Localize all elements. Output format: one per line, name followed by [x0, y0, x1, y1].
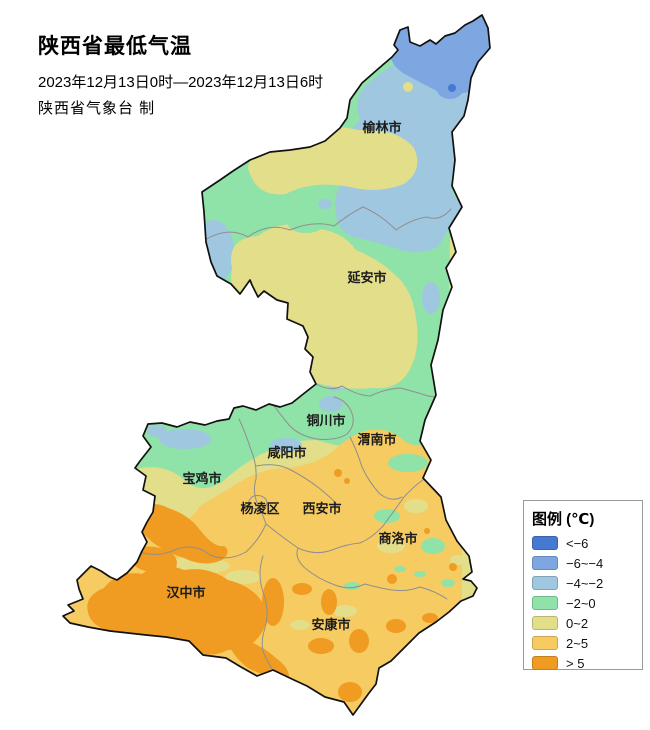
- legend-label: 2~5: [566, 635, 589, 651]
- legend-swatch: [532, 656, 558, 670]
- legend-swatch: [532, 556, 558, 570]
- legend-label: −6~−4: [566, 555, 604, 571]
- district-borders: [139, 206, 452, 670]
- legend-row: −4~−2: [532, 573, 642, 593]
- green-spot: [288, 215, 324, 233]
- legend-label: −4~−2: [566, 575, 604, 591]
- city-label-yulin: 榆林市: [362, 120, 401, 135]
- city-label-baoji: 宝鸡市: [182, 471, 221, 486]
- city-label-xian: 西安市: [302, 501, 341, 516]
- legend-label: 0~2: [566, 615, 589, 631]
- legend-title: 图例 (℃): [532, 511, 595, 528]
- legend-swatch: [532, 576, 558, 590]
- legend-row: > 5: [532, 653, 642, 673]
- band-minus6-minus4: [391, 15, 490, 95]
- legend-label: > 5: [566, 655, 585, 671]
- legend-row: −6~−4: [532, 553, 642, 573]
- band-above-5: [87, 469, 457, 702]
- legend-items: <−6 −6~−4 −4~−2 −2~0 0~2 2~5 > 5: [532, 533, 642, 673]
- legend-row: 2~5: [532, 633, 642, 653]
- legend-swatch: [532, 636, 558, 650]
- city-label-tongchuan: 铜川市: [305, 413, 345, 428]
- city-label-shangluo: 商洛市: [378, 531, 417, 546]
- legend-row: 0~2: [532, 613, 642, 633]
- legend-row: <−6: [532, 533, 642, 553]
- legend-swatch: [532, 616, 558, 630]
- city-label-ankang: 安康市: [311, 617, 350, 632]
- band-below-minus6: [448, 84, 456, 92]
- legend-row: −2~0: [532, 593, 642, 613]
- city-label-weinan: 渭南市: [357, 432, 396, 447]
- city-label-xianyang: 咸阳市: [267, 445, 306, 460]
- green-spots-south: [344, 454, 455, 590]
- legend-swatch: [532, 536, 558, 550]
- city-label-hanzhong: 汉中市: [166, 585, 205, 600]
- province-outline: [62, 14, 491, 716]
- khaki-spots-south: [162, 499, 466, 630]
- city-label-yangling: 杨凌区: [240, 501, 279, 516]
- legend-label: <−6: [566, 535, 589, 551]
- legend-box: 图例 (℃) <−6 −6~−4 −4~−2 −2~0 0~2 2~5 > 5: [523, 500, 643, 673]
- legend-swatch: [532, 596, 558, 610]
- legend-label: −2~0: [566, 595, 596, 611]
- city-label-yanan: 延安市: [346, 270, 386, 285]
